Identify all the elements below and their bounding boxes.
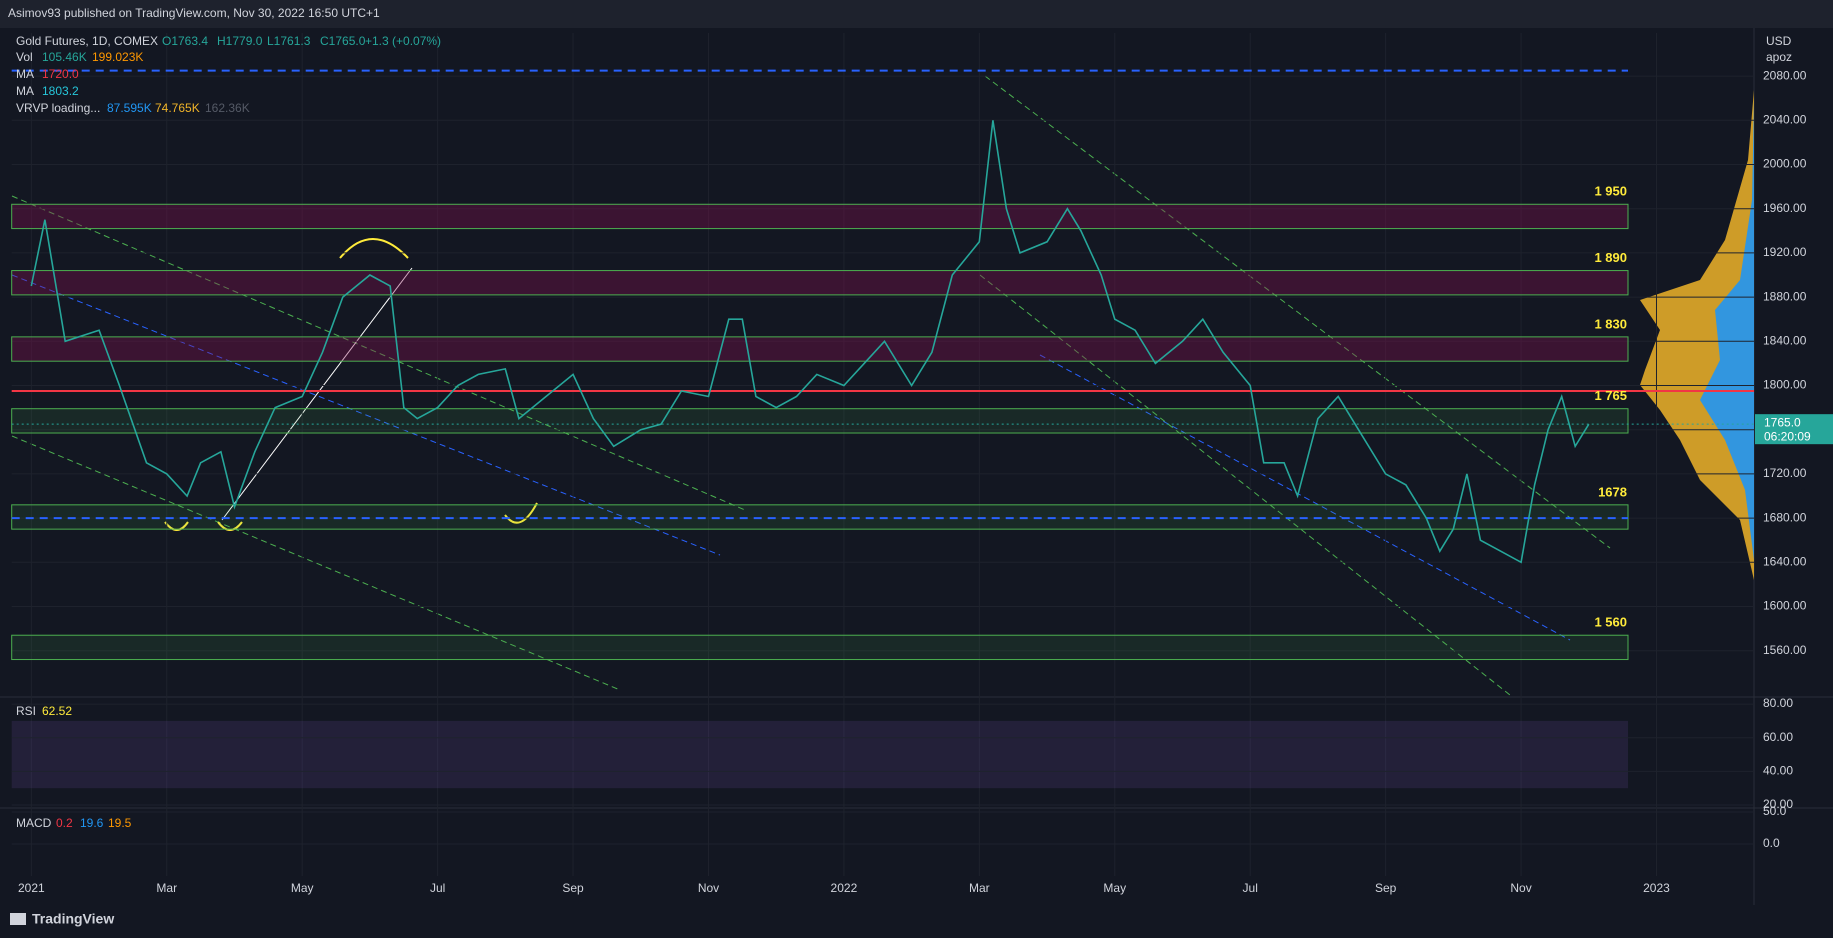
level-label: 1 765 bbox=[1594, 388, 1627, 403]
currency: USD bbox=[1766, 34, 1792, 48]
zone bbox=[11, 504, 1629, 530]
volume-profile bbox=[1640, 90, 1754, 580]
x-tick-label: Nov bbox=[1510, 881, 1531, 895]
y-tick-label: 60.00 bbox=[1763, 730, 1793, 744]
x-tick-label: 2022 bbox=[831, 881, 858, 895]
legend-vol: 105.46K bbox=[42, 50, 87, 64]
legend-ma-label: MA bbox=[16, 67, 34, 81]
trend-line bbox=[11, 274, 721, 556]
level-label: 1 560 bbox=[1594, 615, 1627, 630]
zone bbox=[11, 634, 1629, 661]
legend-ma-label: MA bbox=[16, 84, 34, 98]
header-text: Asimov93 published on TradingView.com, N… bbox=[8, 6, 380, 20]
brand-logo bbox=[10, 913, 26, 925]
y-tick-label: 1720.00 bbox=[1763, 466, 1807, 480]
x-tick-label: May bbox=[291, 881, 314, 895]
rsi-band bbox=[11, 720, 1629, 789]
macd-signal: 19.5 bbox=[108, 816, 132, 830]
rsi-label: RSI bbox=[16, 704, 36, 718]
trend-line bbox=[221, 267, 413, 521]
rsi-value: 62.52 bbox=[42, 704, 72, 718]
y-tick-label: 2040.00 bbox=[1763, 112, 1807, 126]
price-tag-value: 1765.0 bbox=[1764, 415, 1801, 429]
footer-brand: TradingView bbox=[32, 911, 114, 927]
y-tick-label: 50.0 bbox=[1763, 804, 1787, 818]
trend-line bbox=[11, 195, 746, 511]
y-tick-label: 80.00 bbox=[1763, 696, 1793, 710]
y-tick-label: 1680.00 bbox=[1763, 510, 1807, 524]
legend-ma: 1803.2 bbox=[42, 84, 79, 98]
legend-vrvp: 74.765K bbox=[155, 101, 200, 115]
trend-line bbox=[984, 75, 1611, 549]
trend-line bbox=[979, 274, 1511, 696]
legend-open: O1763.4 bbox=[162, 34, 208, 48]
macd-label: MACD bbox=[16, 816, 52, 830]
price-tag-countdown: 06:20:09 bbox=[1764, 429, 1811, 443]
macd-value: 19.6 bbox=[80, 816, 104, 830]
level-label: 1 890 bbox=[1594, 250, 1627, 265]
legend-change: +1.3 (+0.07%) bbox=[365, 34, 441, 48]
x-tick-label: Sep bbox=[562, 881, 584, 895]
legend-ma: 1720.0 bbox=[42, 67, 79, 81]
volume-profile bbox=[1700, 100, 1754, 560]
y-tick-label: 1560.00 bbox=[1763, 643, 1807, 657]
pattern-arc bbox=[339, 238, 409, 259]
x-tick-label: 2021 bbox=[18, 881, 45, 895]
legend-vrvp-label: VRVP loading... bbox=[16, 101, 100, 115]
x-tick-label: Jul bbox=[1243, 881, 1258, 895]
footer-bar bbox=[0, 905, 1833, 938]
y-tick-label: 1640.00 bbox=[1763, 554, 1807, 568]
macd-hist: 0.2 bbox=[56, 816, 73, 830]
y-tick-label: 1880.00 bbox=[1763, 289, 1807, 303]
x-tick-label: 2023 bbox=[1643, 881, 1670, 895]
unit: apoz bbox=[1766, 50, 1792, 64]
y-tick-label: 1600.00 bbox=[1763, 599, 1807, 613]
legend-vrvp: 87.595K bbox=[107, 101, 152, 115]
legend-low: L1761.3 bbox=[267, 34, 311, 48]
y-tick-label: 1920.00 bbox=[1763, 245, 1807, 259]
x-tick-label: May bbox=[1103, 881, 1126, 895]
x-tick-label: Mar bbox=[969, 881, 990, 895]
legend-close: C1765.0 bbox=[320, 34, 366, 48]
price-tag bbox=[1755, 414, 1833, 445]
level-label: 1 830 bbox=[1594, 316, 1627, 331]
zone bbox=[11, 270, 1629, 296]
x-tick-label: Sep bbox=[1375, 881, 1397, 895]
drawings bbox=[11, 75, 1611, 696]
x-tick-label: Nov bbox=[698, 881, 719, 895]
legend-vol-label: Vol bbox=[16, 50, 33, 64]
y-tick-label: 2080.00 bbox=[1763, 68, 1807, 82]
y-tick-label: 40.00 bbox=[1763, 764, 1793, 778]
x-tick-label: Jul bbox=[430, 881, 445, 895]
zone bbox=[11, 203, 1629, 230]
legend: Gold Futures, 1D, COMEX O1763.4 H1779.0 … bbox=[16, 34, 441, 115]
y-tick-label: 1960.00 bbox=[1763, 201, 1807, 215]
x-tick-label: Mar bbox=[156, 881, 177, 895]
y-tick-label: 2000.00 bbox=[1763, 157, 1807, 171]
y-tick-label: 1800.00 bbox=[1763, 378, 1807, 392]
y-tick-label: 0.0 bbox=[1763, 836, 1780, 850]
y-tick-label: 20.00 bbox=[1763, 797, 1793, 811]
legend-vol-ma: 199.023K bbox=[92, 50, 143, 64]
price-line bbox=[30, 120, 1590, 564]
zone bbox=[11, 336, 1629, 362]
header-bar bbox=[0, 0, 1833, 28]
legend-vrvp: 162.36K bbox=[205, 101, 250, 115]
legend-symbol: Gold Futures, 1D, COMEX bbox=[16, 34, 158, 48]
legend-high: H1779.0 bbox=[217, 34, 263, 48]
zone bbox=[11, 408, 1629, 434]
trend-line bbox=[1039, 354, 1571, 641]
level-label: 1 950 bbox=[1594, 184, 1627, 199]
y-tick-label: 1840.00 bbox=[1763, 333, 1807, 347]
level-label: 1678 bbox=[1598, 484, 1627, 499]
